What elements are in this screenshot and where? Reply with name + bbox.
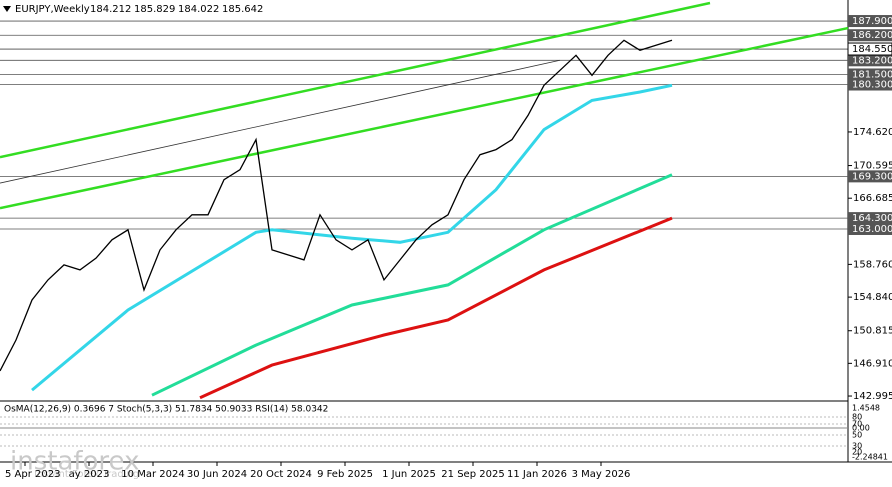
trend-line [0,1,711,159]
y-tick-label: 142.995 [853,391,892,402]
level-label-box [848,222,892,235]
level-label: 186.200 [852,30,892,41]
trend-line [0,26,849,210]
level-label: 183.200 [852,55,892,66]
watermark-brand: instaforex [10,447,139,477]
y-tick-label: 170.595 [853,161,892,172]
y-tick-label: 154.840 [853,292,892,303]
y-tick-label: 158.760 [853,259,892,270]
y-tick-label: 166.685 [853,193,892,204]
indicator-label: 1.4548 [852,404,880,413]
watermark-tagline: Instant Forex Trading [34,469,139,480]
date-label: 9 Feb 2025 [317,469,373,480]
level-label-box [848,29,892,42]
indicator-label: 70 [852,420,862,429]
current-price-box [847,42,892,56]
indicator-label: -2.24841 [852,453,888,462]
level-label-box [848,78,892,91]
y-tick-label: 146.910 [853,358,892,369]
indicator-label: 0.00 [852,424,870,433]
current-price-label: 184.550 [852,44,892,55]
level-label: 180.300 [852,80,892,91]
date-label: 30 Jun 2024 [187,469,247,480]
level-label: 163.000 [852,224,892,235]
price-line [0,39,673,372]
date-label: 20 Oct 2024 [250,469,312,480]
ohlc-value: 185.642 [222,4,263,15]
indicator-label: 80 [852,413,862,422]
ohlc-value: 185.829 [134,4,175,15]
y-tick-label: 150.815 [853,326,892,337]
level-label-box [848,15,892,28]
level-label-box [848,68,892,81]
date-label: 10 Mar 2024 [121,469,184,480]
date-label: 5 Apr 2023 [5,469,60,480]
date-label: ay 2023 [69,469,110,480]
level-label: 181.500 [852,69,892,80]
indicator-label: 30 [852,442,862,451]
level-label-box [848,54,892,67]
symbol: EURJPY,Weekly [15,4,90,15]
trend-line [0,59,561,184]
indicator-title: OsMA(12,26,9) 0.3696 7 Stoch(5,3,3) 51.7… [4,405,328,415]
date-label: 11 Jan 2026 [507,469,567,480]
moving-average [31,83,673,392]
indicator-label: 50 [852,431,862,440]
ohlc-value: 184.022 [178,4,219,15]
level-label: 164.300 [852,213,892,224]
y-tick-label: 174.620 [853,127,892,138]
date-label: 1 Jun 2025 [382,469,436,480]
ohlc-value: 184.212 [90,4,131,15]
date-label: 21 Sep 2025 [441,469,504,480]
level-label-box [848,170,892,183]
level-label: 169.300 [852,171,892,182]
indicator-label: 20 [852,448,862,457]
moving-average [151,173,673,397]
moving-average [199,216,673,400]
level-label-box [848,212,892,225]
date-label: 3 May 2026 [572,469,631,480]
menu-arrow[interactable] [3,6,11,12]
level-label: 187.900 [852,16,892,27]
